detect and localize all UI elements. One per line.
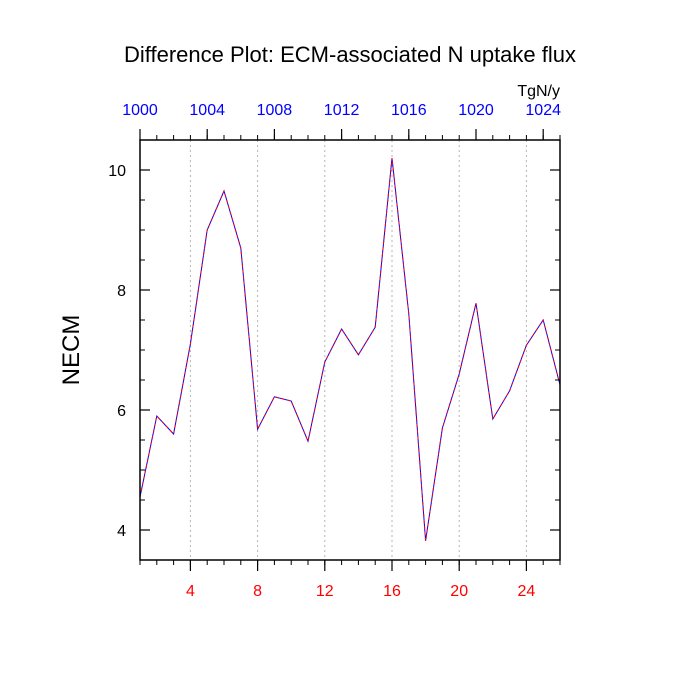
- x-tick-label-bottom-5: 24: [518, 583, 536, 600]
- plot-frame: [139, 139, 561, 561]
- x-tick-label-bottom-4: 20: [450, 583, 468, 600]
- x-tick-label-top-4: 1016: [391, 102, 427, 119]
- chart-title: Difference Plot: ECM-associated N uptake…: [124, 42, 576, 67]
- x-tick-label-top-6: 1024: [525, 102, 561, 119]
- grid-lines: [189, 140, 527, 560]
- x-tick-label-bottom-3: 16: [383, 583, 401, 600]
- units-label: TgN/y: [517, 83, 560, 100]
- y-tick-label-1: 6: [117, 403, 126, 420]
- y-axis-label: NECM: [58, 315, 85, 386]
- x-tick-label-bottom-2: 12: [316, 583, 334, 600]
- x-tick-label-top-5: 1020: [458, 102, 494, 119]
- x-tick-label-bottom-1: 8: [253, 583, 262, 600]
- x-tick-label-bottom-0: 4: [186, 583, 195, 600]
- y-tick-label-3: 10: [108, 163, 126, 180]
- series-group: [139, 157, 561, 541]
- x-tick-label-top-0: 1000: [122, 102, 158, 119]
- y-tick-label-0: 4: [117, 523, 126, 540]
- y-tick-label-2: 8: [117, 283, 126, 300]
- series-line-0: [139, 157, 561, 541]
- x-tick-label-top-2: 1008: [257, 102, 293, 119]
- x-tick-label-top-3: 1012: [324, 102, 360, 119]
- axes: 4 6 8 10 4 8 12 16 20 24 1000 1004 1008 1012 1016 1020 1…: [108, 102, 561, 600]
- x-tick-label-top-1: 1004: [189, 102, 225, 119]
- series-line-dash-0: [139, 157, 561, 541]
